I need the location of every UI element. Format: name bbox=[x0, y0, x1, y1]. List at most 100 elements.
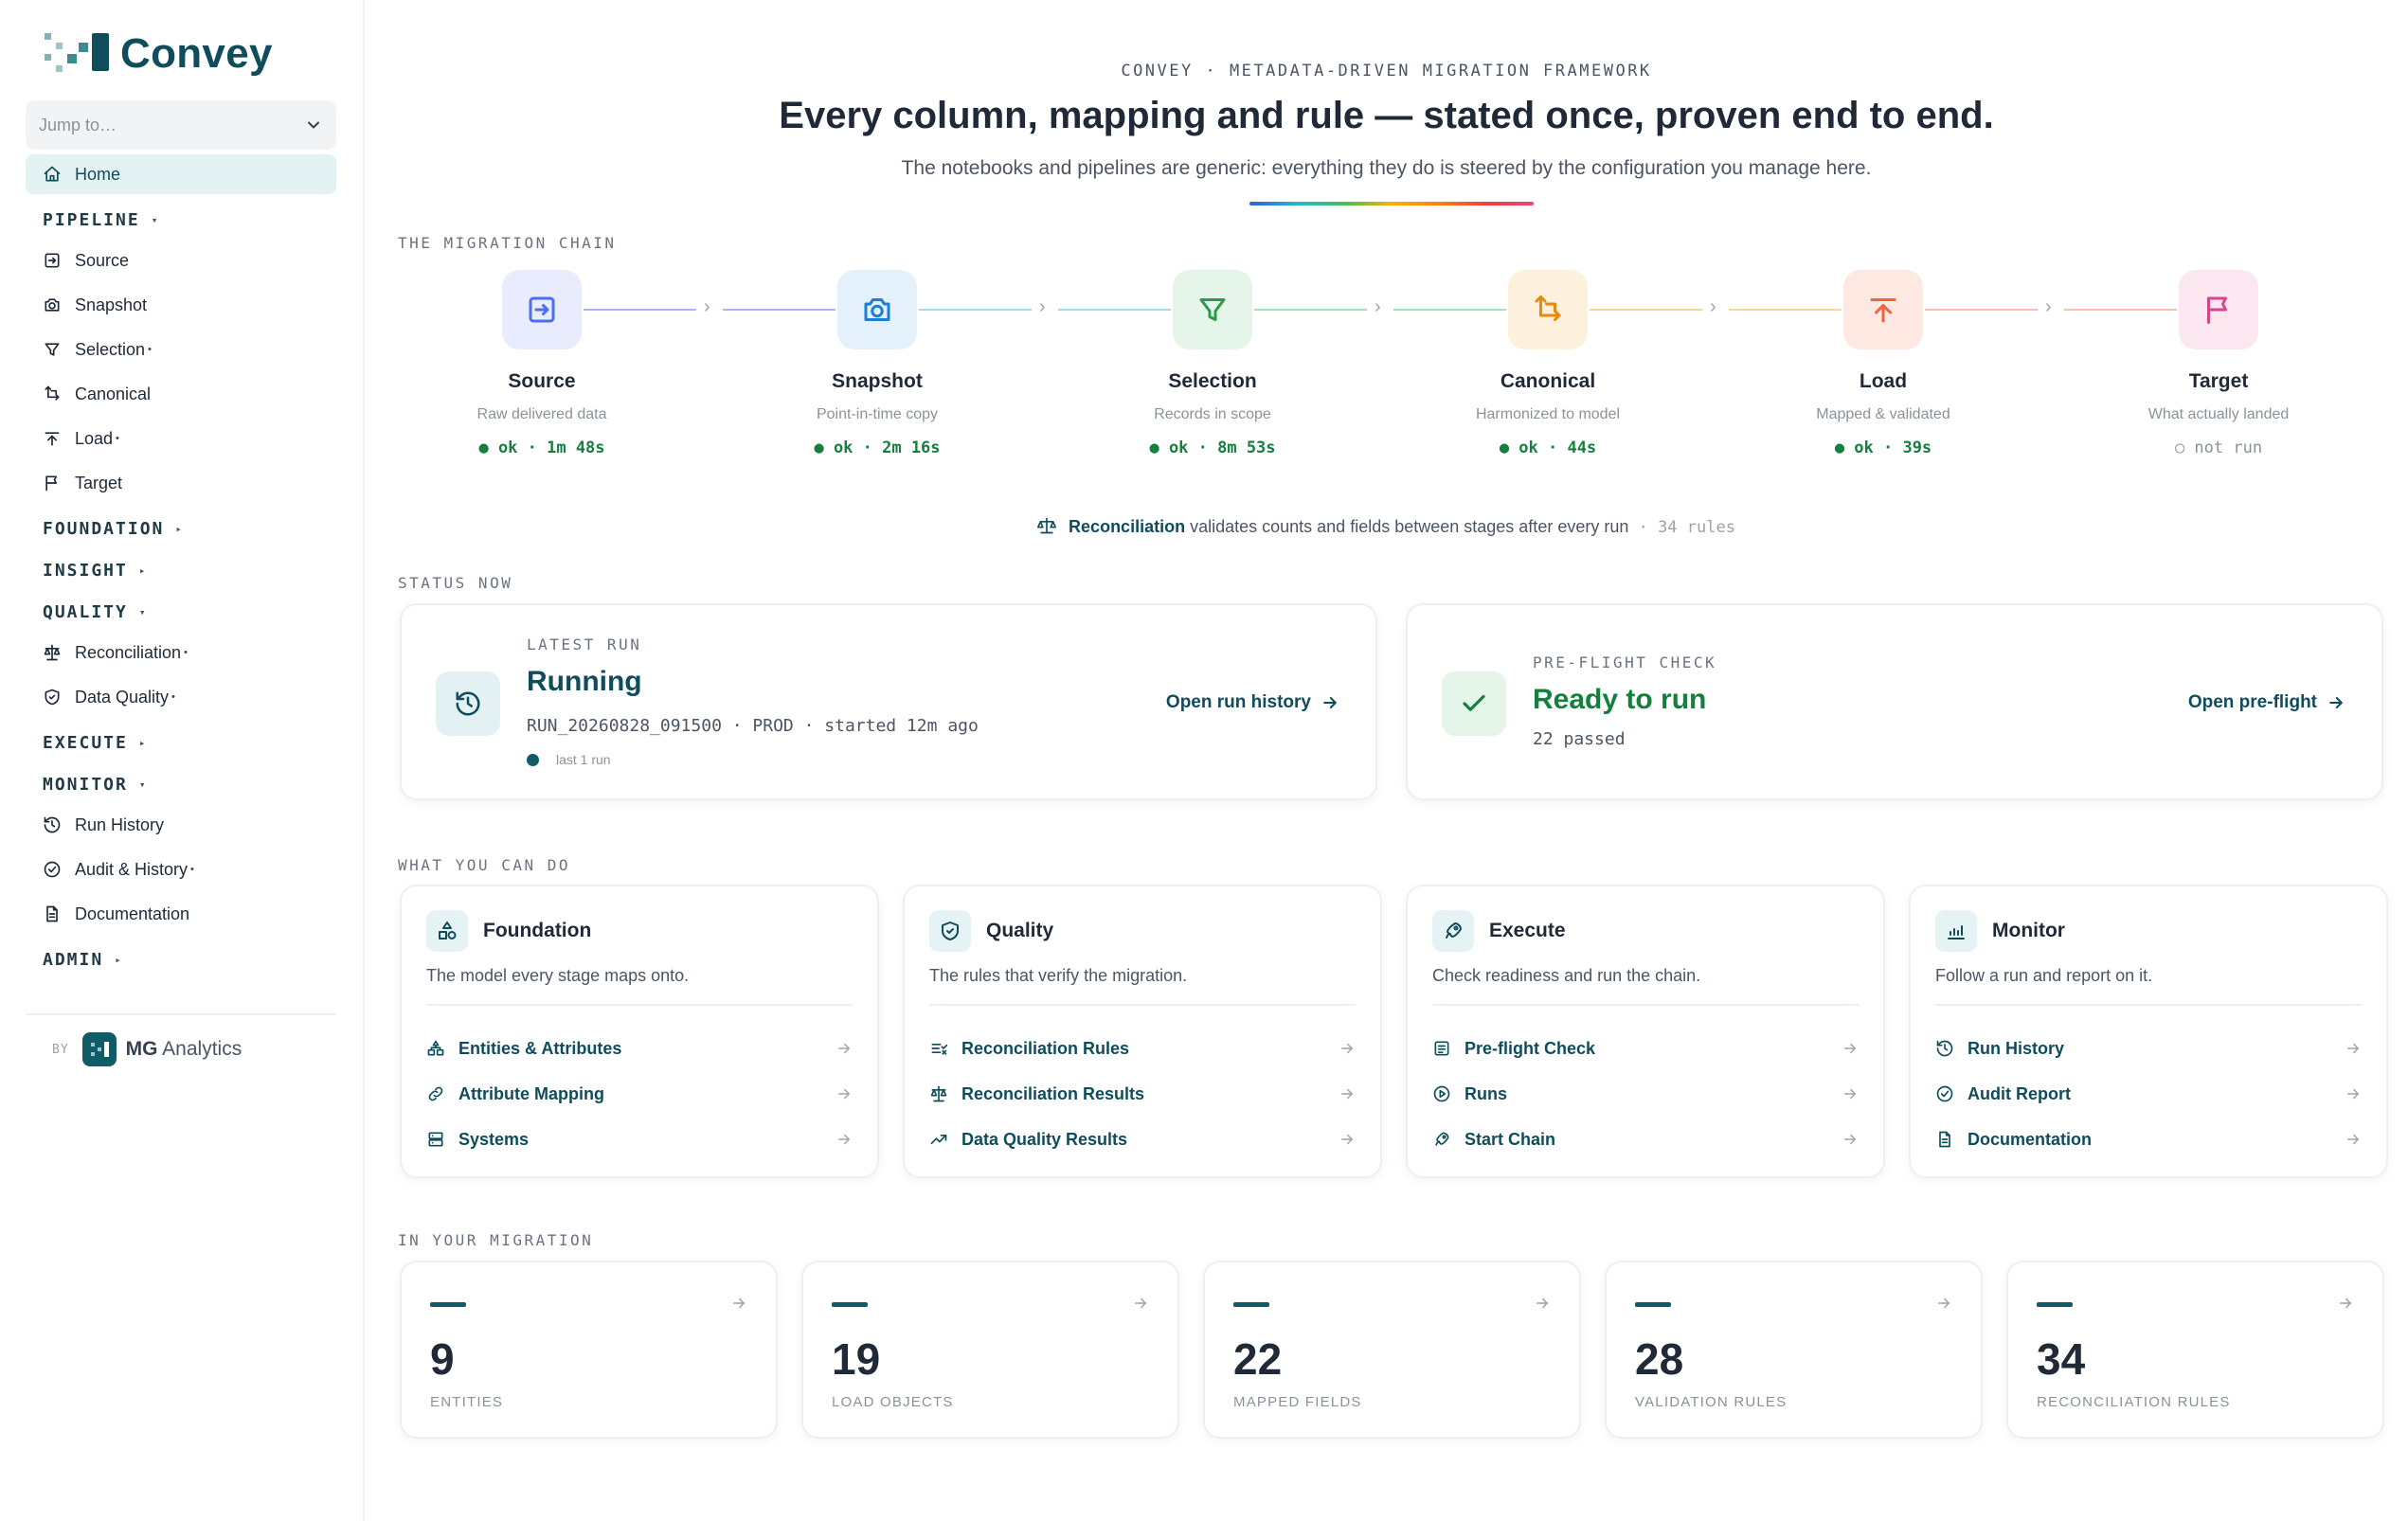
nav-group-label: MONITOR bbox=[43, 774, 128, 795]
chevron-right-icon: › bbox=[1039, 296, 1046, 317]
chevron-right-icon: › bbox=[2045, 296, 2052, 317]
reconciliation-link[interactable]: Reconciliation bbox=[1069, 517, 1186, 536]
sub-indicator: • bbox=[190, 864, 194, 875]
action-link-label: Systems bbox=[458, 1129, 530, 1149]
action-card-description: The rules that verify the migration. bbox=[929, 966, 1188, 985]
action-link-label: Entities & Attributes bbox=[458, 1038, 622, 1058]
byline: BY MG Analytics bbox=[52, 1032, 242, 1066]
arrow-right-icon bbox=[1536, 1297, 1548, 1309]
stage-description: What actually landed bbox=[2147, 406, 2290, 422]
action-link-systems[interactable]: Systems bbox=[426, 1117, 853, 1162]
nav-group-insight[interactable]: INSIGHT ▸ bbox=[26, 549, 336, 591]
action-link-label: Reconciliation Rules bbox=[961, 1038, 1130, 1058]
action-card-description: Check readiness and run the chain. bbox=[1432, 966, 1701, 985]
nav-group-pipeline[interactable]: PIPELINE ▾ bbox=[26, 199, 336, 241]
action-link-runs[interactable]: Runs bbox=[1432, 1071, 1859, 1117]
action-card-links: Entities & Attributes Attribute Mapping Sy… bbox=[426, 1026, 853, 1162]
action-link-reconciliation-rules[interactable]: Reconciliation Rules bbox=[929, 1026, 1356, 1071]
history-icon bbox=[456, 691, 480, 716]
action-card-links: Pre-flight Check Runs Start Chain bbox=[1432, 1026, 1859, 1162]
stage-canonical[interactable]: Canonical Harmonized to model ● ok · 44s bbox=[1406, 270, 1690, 457]
sidebar-item-snapshot[interactable]: Snapshot bbox=[26, 285, 336, 325]
action-card-title: Foundation bbox=[483, 920, 592, 941]
nav-group-execute[interactable]: EXECUTE ▸ bbox=[26, 722, 336, 763]
metric-card-mapped-fields[interactable]: 22 MAPPED FIELDS bbox=[1203, 1261, 1581, 1439]
action-card-title: Quality bbox=[986, 920, 1054, 941]
sidebar-item-data-quality[interactable]: Data Quality • bbox=[26, 677, 336, 717]
caret-icon: ▾ bbox=[138, 605, 146, 618]
nav-group-quality[interactable]: QUALITY ▾ bbox=[26, 591, 336, 633]
sidebar-item-canonical[interactable]: Canonical bbox=[26, 374, 336, 414]
sidebar-item-source[interactable]: Source bbox=[26, 241, 336, 280]
stage-target[interactable]: Target What actually landed ○ not run bbox=[2076, 270, 2361, 457]
sidebar-item-label: Reconciliation bbox=[75, 642, 182, 662]
camera-icon bbox=[45, 298, 60, 312]
sidebar-item-label: Canonical bbox=[75, 384, 152, 403]
scale-icon bbox=[44, 644, 61, 661]
caret-icon: ▸ bbox=[138, 736, 146, 749]
chevron-right-icon: › bbox=[1710, 296, 1716, 317]
stage-selection[interactable]: Selection Records in scope ● ok · 8m 53s bbox=[1070, 270, 1355, 457]
arrow-right-icon bbox=[838, 1088, 850, 1100]
scale-icon bbox=[1037, 517, 1057, 534]
action-link-run-history[interactable]: Run History bbox=[1935, 1026, 2362, 1071]
jump-to-select[interactable]: Jump to… bbox=[26, 100, 336, 150]
hero-eyebrow: CONVEY · METADATA-DRIVEN MIGRATION FRAME… bbox=[1121, 62, 1652, 81]
nav-group-monitor[interactable]: MONITOR ▾ bbox=[26, 763, 336, 805]
sidebar-item-selection[interactable]: Selection • bbox=[26, 330, 336, 369]
stage-snapshot[interactable]: Snapshot Point-in-time copy ● ok · 2m 16s bbox=[735, 270, 1019, 457]
stage-status: ● ok · 39s bbox=[1834, 438, 1932, 457]
rocket-icon bbox=[1435, 1132, 1449, 1146]
metric-card-reconciliation-rules[interactable]: 34 RECONCILIATION RULES bbox=[2006, 1261, 2384, 1439]
sidebar-item-home[interactable]: Home bbox=[26, 154, 336, 194]
stage-name: Snapshot bbox=[832, 370, 923, 392]
nav-group-admin[interactable]: ADMIN ▸ bbox=[26, 939, 336, 980]
chain-connector bbox=[584, 309, 696, 311]
stage-icon-box bbox=[502, 270, 582, 349]
history-icon bbox=[1936, 1040, 1953, 1057]
metric-card-entities[interactable]: 9 ENTITIES bbox=[400, 1261, 778, 1439]
action-link-reconciliation-results[interactable]: Reconciliation Results bbox=[929, 1071, 1356, 1117]
rocket-icon bbox=[1446, 922, 1462, 939]
action-link-label: Start Chain bbox=[1465, 1129, 1556, 1149]
sidebar-item-target[interactable]: Target bbox=[26, 463, 336, 503]
latest-run-status: Running bbox=[527, 666, 642, 697]
sidebar-item-run-history[interactable]: Run History bbox=[26, 805, 336, 845]
metric-label: LOAD OBJECTS bbox=[832, 1394, 954, 1410]
action-link-start-chain[interactable]: Start Chain bbox=[1432, 1117, 1859, 1162]
stage-status: ● ok · 1m 48s bbox=[478, 438, 605, 457]
stage-load[interactable]: Load Mapped & validated ● ok · 39s bbox=[1741, 270, 2025, 457]
sidebar-item-documentation[interactable]: Documentation bbox=[26, 894, 336, 934]
open-run-history-link[interactable]: Open run history bbox=[1166, 692, 1339, 713]
sidebar-item-label: Audit & History bbox=[75, 859, 189, 879]
action-link-data-quality-results[interactable]: Data Quality Results bbox=[929, 1117, 1356, 1162]
preflight-status: Ready to run bbox=[1533, 684, 1707, 715]
action-link-audit-report[interactable]: Audit Report bbox=[1935, 1071, 2362, 1117]
stage-source[interactable]: Source Raw delivered data ● ok · 1m 48s bbox=[400, 270, 684, 457]
source-icon bbox=[45, 253, 60, 268]
action-card-links: Run History Audit Report Documentation bbox=[1935, 1026, 2362, 1162]
open-preflight-link[interactable]: Open pre-flight bbox=[2188, 692, 2345, 713]
action-link-pre-flight-check[interactable]: Pre-flight Check bbox=[1432, 1026, 1859, 1071]
action-card-divider bbox=[929, 1004, 1356, 1006]
action-link-entities-attributes[interactable]: Entities & Attributes bbox=[426, 1026, 853, 1071]
stage-icon-box bbox=[1173, 270, 1252, 349]
sidebar-item-audit-history[interactable]: Audit & History • bbox=[26, 850, 336, 889]
action-link-documentation[interactable]: Documentation bbox=[1935, 1117, 2362, 1162]
metric-card-load-objects[interactable]: 19 LOAD OBJECTS bbox=[801, 1261, 1179, 1439]
convey-logo bbox=[43, 31, 109, 77]
sidebar-item-label: Documentation bbox=[75, 904, 190, 923]
hero-headline: Every column, mapping and rule — stated … bbox=[779, 95, 1994, 136]
action-card-divider bbox=[426, 1004, 853, 1006]
action-card-divider bbox=[1432, 1004, 1859, 1006]
nav-group-label: PIPELINE bbox=[43, 209, 140, 230]
brand[interactable]: Convey bbox=[43, 30, 273, 78]
sub-indicator: • bbox=[184, 647, 188, 658]
caret-icon: ▸ bbox=[175, 522, 182, 535]
flag-icon bbox=[2207, 296, 2227, 324]
nav-group-foundation[interactable]: FOUNDATION ▸ bbox=[26, 508, 336, 549]
sidebar-item-reconciliation[interactable]: Reconciliation • bbox=[26, 633, 336, 672]
action-link-attribute-mapping[interactable]: Attribute Mapping bbox=[426, 1071, 853, 1117]
sidebar-item-load[interactable]: Load • bbox=[26, 419, 336, 458]
metric-card-validation-rules[interactable]: 28 VALIDATION RULES bbox=[1605, 1261, 1983, 1439]
